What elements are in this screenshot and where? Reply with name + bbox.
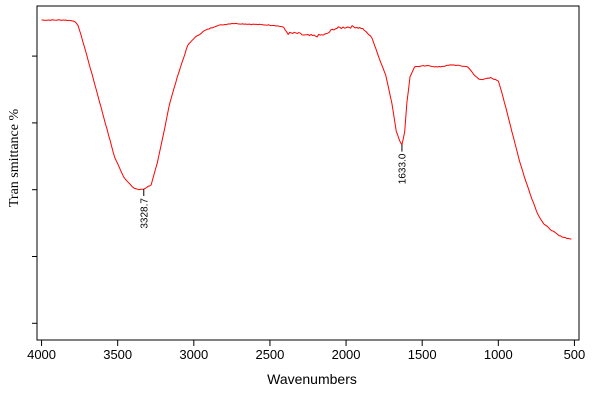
x-tick-label: 3000	[179, 347, 208, 362]
plot-frame	[36, 5, 580, 341]
x-axis-title: Wavenumbers	[267, 371, 357, 387]
x-tick-label: 1000	[484, 347, 513, 362]
x-tick-label: 3500	[103, 347, 132, 362]
peak-label: 3328.7	[139, 198, 150, 229]
x-tick-label: 4000	[27, 347, 56, 362]
x-tick-label: 1500	[408, 347, 437, 362]
y-axis-title: Tran smittance %	[7, 109, 22, 208]
x-tick-label: 2500	[255, 347, 284, 362]
x-tick-label: 500	[564, 347, 586, 362]
y-axis-ticks	[32, 55, 37, 324]
x-tick-label: 2000	[332, 347, 361, 362]
peak-annotations: 3328.7 1633.0	[139, 144, 408, 229]
x-axis-ticks: 4000 3500 3000 2500 2000 1500 1000 500	[27, 340, 585, 362]
peak-label: 1633.0	[397, 153, 408, 184]
transmittance-series-line	[41, 19, 572, 240]
